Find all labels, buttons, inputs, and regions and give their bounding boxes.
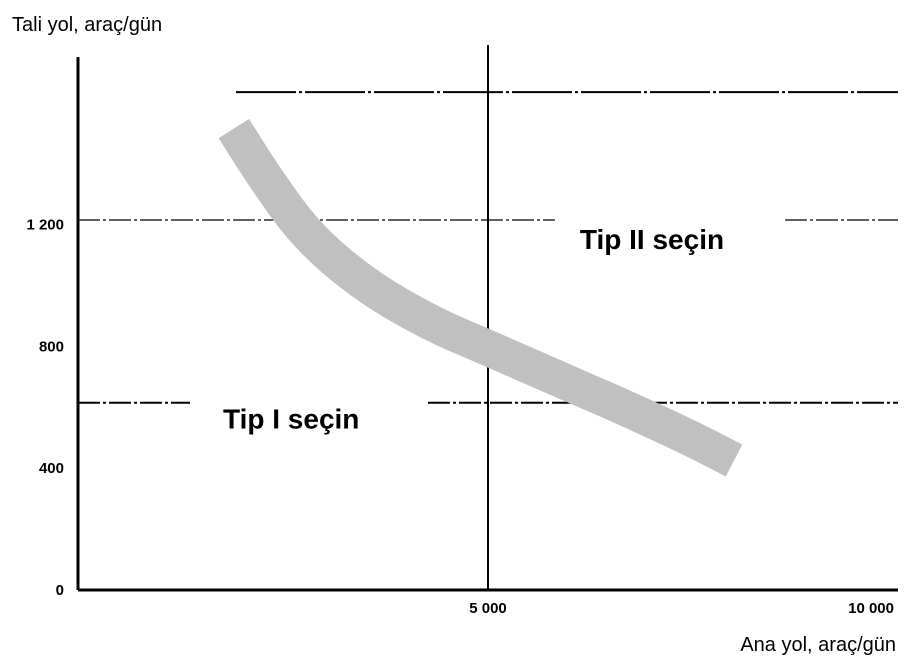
tick-labels: 0 400 800 1 200 5 000 10 000 xyxy=(26,217,894,617)
series-layer xyxy=(218,118,743,477)
y-tick-label: 1 200 xyxy=(26,217,64,234)
region-labels: Tip I seçin Tip II seçin xyxy=(223,224,724,435)
axes xyxy=(76,57,898,592)
region-label: Tip II seçin xyxy=(580,224,724,255)
reference-lines xyxy=(78,45,898,590)
y-tick-label: 0 xyxy=(56,582,64,599)
y-tick-label: 800 xyxy=(39,338,64,355)
y-axis-title: Tali yol, araç/gün xyxy=(12,14,162,36)
series-band-0 xyxy=(218,118,743,477)
y-tick-label: 400 xyxy=(39,460,64,477)
region-label: Tip I seçin xyxy=(223,404,359,435)
x-tick-label: 10 000 xyxy=(848,600,894,617)
x-tick-label: 5 000 xyxy=(469,600,507,617)
x-axis-title: Ana yol, araç/gün xyxy=(740,634,896,656)
